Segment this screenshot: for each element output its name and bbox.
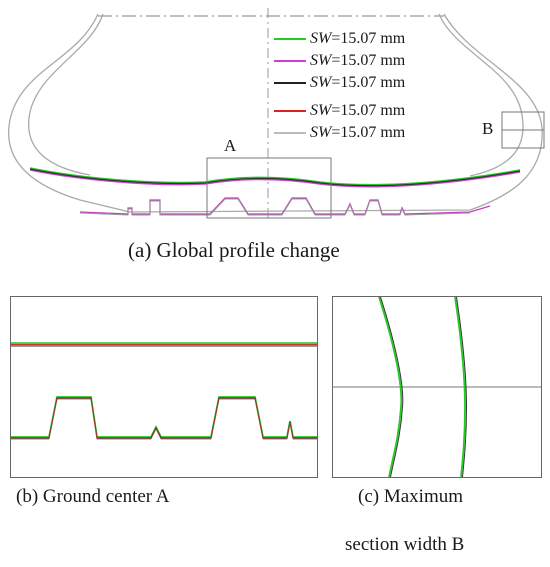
panel-b-frame <box>10 296 318 478</box>
right-contour-green <box>454 296 466 478</box>
legend-value: =15.07 mm <box>331 30 406 47</box>
region-a-label: A <box>224 136 237 155</box>
tread-groove-red <box>11 398 317 440</box>
left-contour-black <box>380 296 404 478</box>
legend-item-red: SW =15.07 mm <box>274 102 405 120</box>
panel-a: A B SW =15.07 mm SW =15.07 mm SW =15.07 mm … <box>0 0 550 280</box>
legend-swatch-green <box>274 38 306 40</box>
left-contour-green <box>378 296 403 478</box>
right-contour-black <box>456 296 468 478</box>
legend-value: =15.07 mm <box>331 102 406 119</box>
ground-center-drawing <box>11 342 317 440</box>
legend-var: SW <box>310 52 332 69</box>
panel-a-caption: (a) Global profile change <box>128 238 340 262</box>
legend-swatch-gray <box>274 132 306 134</box>
panel-c-caption-line2: section width B <box>345 534 465 555</box>
region-a-box <box>206 157 332 219</box>
legend-var: SW <box>310 74 332 91</box>
legend-value: =15.07 mm <box>331 74 406 91</box>
belt-line-green <box>29 167 521 186</box>
legend-item-gray: SW =15.07 mm <box>274 124 405 142</box>
legend-item-magenta: SW =15.07 mm <box>274 52 405 70</box>
tread-groove-green <box>11 396 317 438</box>
legend-swatch-red <box>274 110 306 112</box>
panel-c-frame <box>332 296 542 478</box>
legend-value: =15.07 mm <box>331 52 406 69</box>
inner-contour <box>28 13 104 176</box>
legend-item-black: SW =15.07 mm <box>274 74 405 92</box>
panel-b-caption: (b) Ground center A <box>16 486 170 507</box>
tread-profile-gray <box>79 198 471 216</box>
tread-profile <box>79 197 491 215</box>
legend-var: SW <box>310 124 332 141</box>
legend-var: SW <box>310 30 332 47</box>
outer-contour <box>8 13 543 213</box>
legend-value: =15.07 mm <box>331 124 406 141</box>
tire-profile-drawing <box>8 8 545 222</box>
belt-line-black <box>29 168 521 187</box>
region-b-label: B <box>482 119 494 138</box>
legend-swatch-black <box>274 82 306 84</box>
legend-var: SW <box>310 102 332 119</box>
panel-c-caption-line1: (c) Maximum <box>358 486 464 507</box>
legend-swatch-magenta <box>274 60 306 62</box>
tread-groove-black <box>11 397 317 439</box>
legend-item-green: SW =15.07 mm <box>274 30 405 48</box>
belt-line-magenta <box>29 169 521 188</box>
section-width-drawing <box>333 296 541 478</box>
inner-contour-right <box>438 13 524 177</box>
